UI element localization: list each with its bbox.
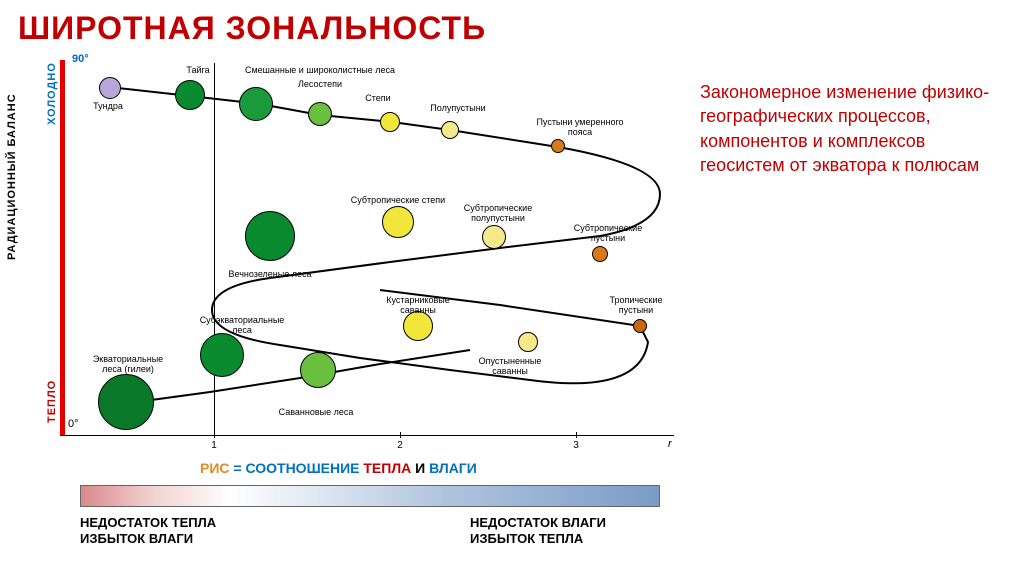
zone-circle	[482, 225, 506, 249]
zone-label: Вечнозеленые леса	[229, 270, 312, 280]
xc-ris: РИС	[200, 460, 230, 476]
xc-eq: = СООТНОШЕНИЕ	[230, 460, 364, 476]
x-caption: РИС = СООТНОШЕНИЕ ТЕПЛА И ВЛАГИ	[200, 460, 477, 476]
x-tick	[400, 432, 401, 438]
zone-label: Субтропическиепустыни	[574, 224, 642, 244]
r-label: r	[668, 438, 672, 450]
y-axis-label: РАДИАЦИОННЫЙ БАЛАНС	[6, 93, 18, 260]
zone-circle	[592, 246, 608, 262]
zone-circle	[551, 139, 565, 153]
br-l2: ИЗБЫТОК ТЕПЛА	[470, 531, 606, 547]
x-tick	[214, 432, 215, 438]
zone-label: Кустарниковыесаванны	[386, 296, 449, 316]
zone-circle	[99, 77, 121, 99]
y-axis	[60, 60, 65, 435]
y-label-0: 0°	[68, 418, 79, 430]
zone-circle	[98, 374, 154, 430]
page-title: ШИРОТНАЯ ЗОНАЛЬНОСТЬ	[0, 0, 1024, 47]
zone-label: Полупустыни	[430, 104, 485, 114]
zone-label: Тундра	[93, 102, 123, 112]
x-tick-label: 2	[397, 440, 403, 451]
y-cold-label: ХОЛОДНО	[46, 62, 58, 125]
x-tick	[576, 432, 577, 438]
bottom-label-right: НЕДОСТАТОК ВЛАГИ ИЗБЫТОК ТЕПЛА	[470, 515, 606, 546]
zone-label: Субтропические степи	[351, 196, 445, 206]
zone-circle	[200, 333, 244, 377]
br-l1: НЕДОСТАТОК ВЛАГИ	[470, 515, 606, 531]
bl-l1: НЕДОСТАТОК ТЕПЛА	[80, 515, 216, 531]
zone-label: Пустыни умеренногопояса	[536, 118, 623, 138]
bl-l2: ИЗБЫТОК ВЛАГИ	[80, 531, 216, 547]
zone-circle	[239, 87, 273, 121]
zone-circle	[175, 80, 205, 110]
zone-label: Смешанные и широколистные леса	[245, 66, 395, 76]
y-label-90: 90°	[72, 53, 89, 65]
zone-circle	[518, 332, 538, 352]
zone-circle	[300, 352, 336, 388]
side-text: Закономерное изменение физико-географиче…	[700, 80, 1005, 177]
vertline-1	[214, 63, 215, 435]
zone-label: Саванновые леса	[279, 408, 354, 418]
xc-moist: ВЛАГИ	[429, 460, 477, 476]
zone-circle	[633, 319, 647, 333]
xc-heat: ТЕПЛА	[363, 460, 411, 476]
y-warm-label: ТЕПЛО	[46, 380, 58, 423]
zone-label: Опустыненныесаванны	[479, 357, 542, 377]
zone-label: Экваториальныелеса (гилеи)	[93, 355, 163, 375]
zone-circle	[245, 211, 295, 261]
zone-label: Субтропическиеполупустыни	[464, 204, 532, 224]
x-axis	[60, 435, 674, 436]
x-tick-label: 1	[211, 440, 217, 451]
zone-circle	[441, 121, 459, 139]
gradient-bar	[80, 485, 660, 507]
zone-label: Тропическиепустыни	[609, 296, 662, 316]
zone-label: Тайга	[186, 66, 209, 76]
gradient-left	[81, 486, 231, 506]
zone-label: Степи	[365, 94, 390, 104]
bottom-label-left: НЕДОСТАТОК ТЕПЛА ИЗБЫТОК ВЛАГИ	[80, 515, 216, 546]
zone-label: Лесостепи	[298, 80, 342, 90]
zone-circle	[382, 206, 414, 238]
zone-circle	[380, 112, 400, 132]
xc-and: И	[411, 460, 429, 476]
gradient-right	[231, 486, 659, 506]
x-tick-label: 3	[573, 440, 579, 451]
zone-label: Субэкваториальныелеса	[200, 316, 285, 336]
zone-circle	[308, 102, 332, 126]
